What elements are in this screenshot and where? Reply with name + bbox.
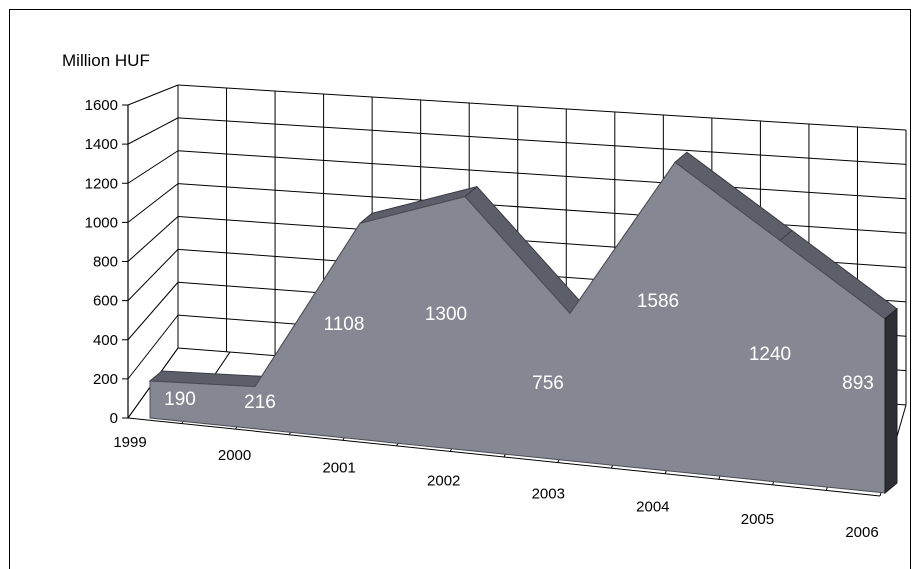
data-label: 216 bbox=[244, 392, 276, 413]
data-label: 756 bbox=[532, 373, 564, 394]
data-labels: 190 216 1108 1300 756 1586 1240 893 bbox=[164, 291, 874, 413]
data-label: 190 bbox=[164, 389, 196, 410]
side-grid-line bbox=[127, 314, 179, 380]
y-tick-label: 1200 bbox=[85, 175, 118, 192]
back-grid-hline bbox=[177, 117, 907, 165]
x-tick-label: 2000 bbox=[218, 447, 251, 464]
area-side-face bbox=[884, 307, 898, 495]
y-tick-label: 1600 bbox=[85, 97, 118, 114]
x-tick-label: 2002 bbox=[427, 473, 460, 490]
back-grid-hline bbox=[177, 84, 907, 131]
y-tick-label: 800 bbox=[93, 254, 118, 271]
side-grid-line bbox=[127, 150, 179, 184]
back-grid-hline bbox=[177, 150, 907, 200]
x-tick-label: 2006 bbox=[845, 524, 878, 541]
axes bbox=[122, 104, 129, 419]
x-tick-label: 2001 bbox=[322, 460, 355, 477]
y-axis-title: Million HUF bbox=[62, 51, 150, 70]
side-grid-line bbox=[127, 216, 179, 262]
y-tick-label: 1000 bbox=[85, 214, 118, 231]
y-tick-labels: 0 200 400 600 800 1000 1200 1400 1600 bbox=[85, 97, 118, 427]
side-grid-line bbox=[127, 117, 179, 145]
side-grid-line bbox=[127, 183, 179, 223]
area-series bbox=[148, 151, 898, 495]
side-wall-grid bbox=[127, 84, 179, 419]
y-tick-label: 400 bbox=[93, 332, 118, 349]
y-tick-label: 1400 bbox=[85, 136, 118, 153]
data-label: 893 bbox=[842, 373, 874, 394]
y-tick-label: 600 bbox=[93, 293, 118, 310]
side-grid-line bbox=[127, 84, 179, 106]
data-label: 1240 bbox=[749, 344, 791, 365]
x-tick-label: 2003 bbox=[532, 485, 565, 502]
x-tick-label: 2004 bbox=[636, 498, 669, 515]
x-tick-label: 1999 bbox=[113, 434, 146, 451]
side-grid-line bbox=[127, 281, 179, 341]
y-tick-label: 0 bbox=[110, 410, 118, 427]
data-label: 1108 bbox=[324, 314, 365, 335]
side-grid-line bbox=[127, 249, 179, 301]
data-label: 1300 bbox=[425, 304, 467, 325]
x-tick-labels: 1999 2000 2001 2002 2003 2004 2005 2006 bbox=[113, 434, 878, 541]
x-tick-label: 2005 bbox=[741, 511, 774, 528]
y-tick-label: 200 bbox=[93, 371, 118, 388]
data-label: 1586 bbox=[637, 291, 679, 312]
